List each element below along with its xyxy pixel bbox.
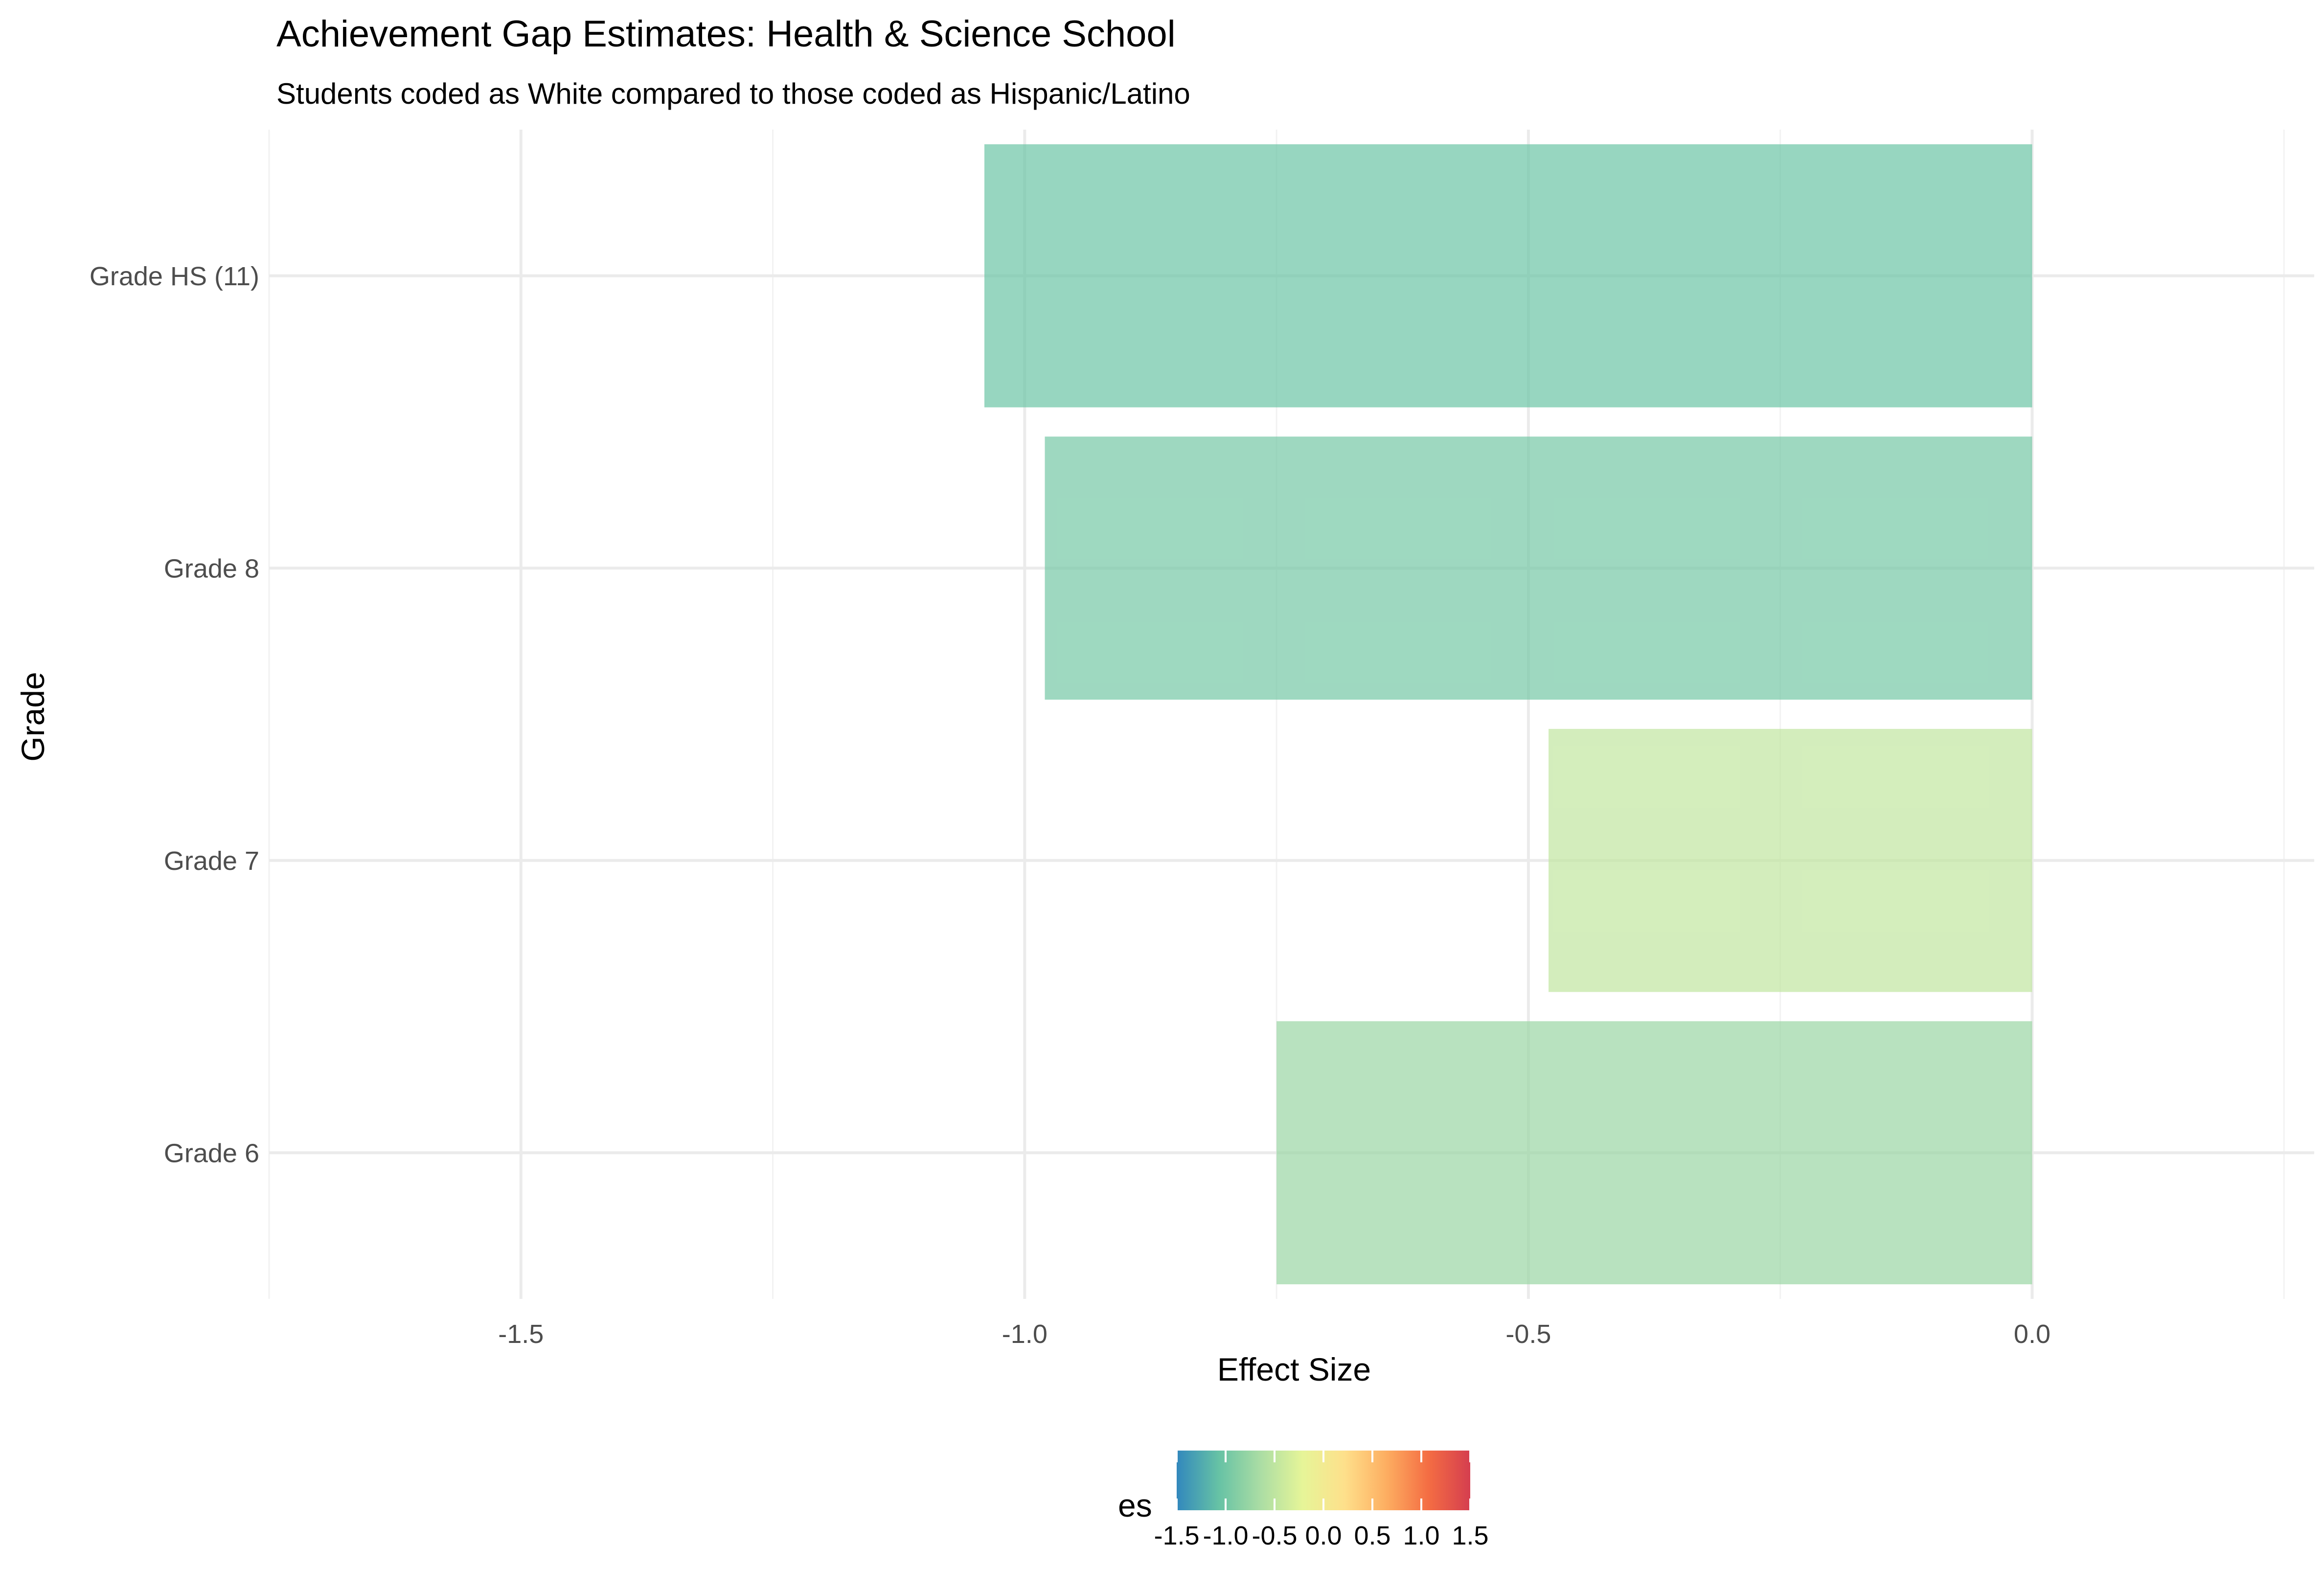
y-tick-label: Grade 6 <box>164 1138 259 1168</box>
legend-tick-label: 0.5 <box>1354 1521 1390 1550</box>
y-tick-label: Grade HS (11) <box>90 262 259 291</box>
legend-ticks: -1.5 -1.0 -0.5 0.0 0.5 1.0 1.5 <box>1154 1451 1489 1550</box>
y-axis-title: Grade <box>15 672 51 761</box>
legend-tick-label: 0.0 <box>1305 1521 1342 1550</box>
bars <box>984 144 2032 1285</box>
legend-tick-label: -0.5 <box>1252 1521 1297 1550</box>
x-axis-title: Effect Size <box>1217 1351 1371 1387</box>
legend-tick-label: -1.5 <box>1154 1521 1199 1550</box>
y-tick-label: Grade 8 <box>164 554 259 583</box>
bar-grade-8 <box>1045 436 2032 700</box>
legend-tick-label: 1.0 <box>1403 1521 1439 1550</box>
legend-tick-label: 1.5 <box>1452 1521 1488 1550</box>
x-tick-labels: -1.5 -1.0 -0.5 0.0 <box>498 1319 2051 1349</box>
bar-grade-7 <box>1549 728 2032 992</box>
y-tick-labels: Grade 6 Grade 7 Grade 8 Grade HS (11) <box>90 262 259 1168</box>
bar-grade-6 <box>1276 1021 2032 1285</box>
x-tick-label: 0.0 <box>2014 1319 2051 1349</box>
x-tick-label: -0.5 <box>1505 1319 1551 1349</box>
chart-title: Achievement Gap Estimates: Health & Scie… <box>276 13 1176 55</box>
chart-subtitle: Students coded as White compared to thos… <box>276 77 1190 110</box>
x-tick-label: -1.5 <box>498 1319 544 1349</box>
legend-tick-label: -1.0 <box>1203 1521 1248 1550</box>
legend-title: es <box>1118 1487 1152 1523</box>
legend: es -1.5 -1.0 -0.5 0.0 0.5 1.0 1.5 <box>1118 1451 1489 1550</box>
x-tick-label: -1.0 <box>1002 1319 1048 1349</box>
bar-grade-hs-11 <box>984 144 2032 408</box>
y-tick-label: Grade 7 <box>164 846 259 876</box>
